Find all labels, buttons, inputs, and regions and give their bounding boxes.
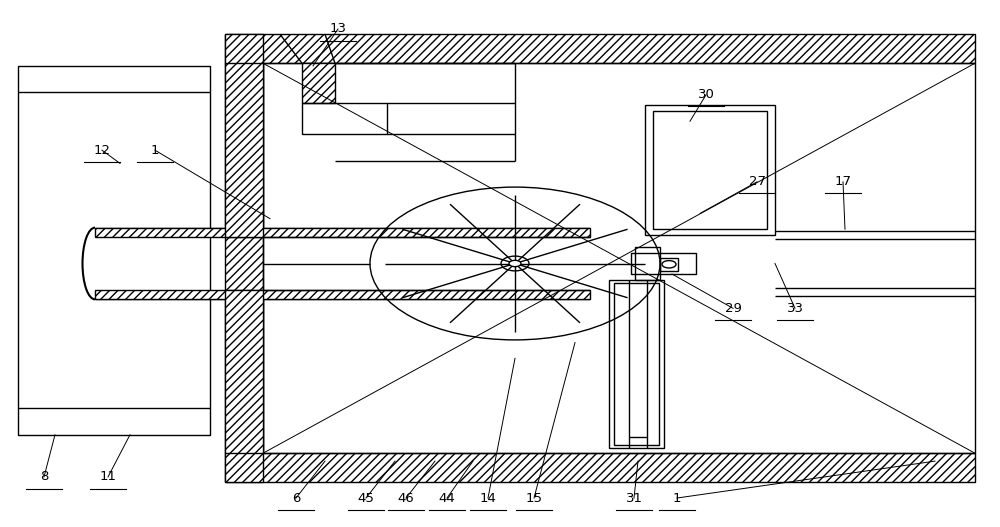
Bar: [95, 290, 590, 299]
Bar: [653, 111, 767, 229]
Text: 13: 13: [330, 23, 347, 35]
Bar: [635, 247, 660, 280]
Text: 31: 31: [626, 492, 642, 504]
Text: 1: 1: [151, 144, 159, 157]
Text: 30: 30: [698, 89, 714, 101]
Text: 15: 15: [526, 492, 542, 504]
Text: 45: 45: [358, 492, 374, 504]
Bar: [645, 105, 775, 235]
Bar: [660, 258, 678, 271]
Text: 29: 29: [725, 302, 741, 315]
Text: 8: 8: [40, 471, 48, 483]
Bar: [18, 66, 210, 435]
Bar: [225, 63, 263, 237]
Bar: [302, 63, 335, 103]
Bar: [302, 103, 387, 134]
Text: 11: 11: [100, 471, 116, 483]
Bar: [225, 34, 263, 482]
Text: 6: 6: [292, 492, 300, 504]
Bar: [614, 283, 659, 445]
Bar: [609, 280, 664, 448]
Text: 44: 44: [439, 492, 455, 504]
Text: 14: 14: [480, 492, 496, 504]
Bar: [225, 453, 975, 482]
Bar: [225, 34, 975, 63]
Text: 1: 1: [673, 492, 681, 504]
Circle shape: [509, 260, 521, 267]
Text: 17: 17: [834, 175, 852, 188]
Bar: [631, 253, 696, 274]
Text: 33: 33: [786, 302, 804, 315]
Text: 27: 27: [748, 175, 766, 188]
Bar: [225, 290, 263, 453]
Text: 12: 12: [94, 144, 110, 157]
Bar: [95, 228, 590, 237]
Text: 46: 46: [398, 492, 414, 504]
